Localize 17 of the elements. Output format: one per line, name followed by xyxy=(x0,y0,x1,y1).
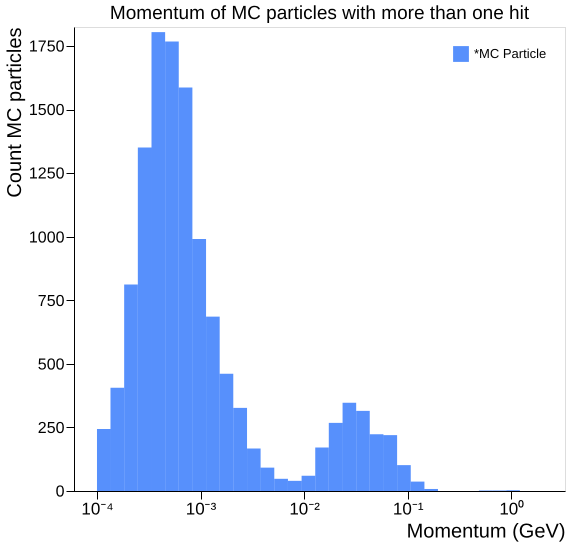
y-tick-label: 250 xyxy=(38,420,65,437)
y-tick-label: 1500 xyxy=(28,102,65,120)
y-tick-label: 500 xyxy=(38,356,65,374)
x-tick-label: 10⁻³ xyxy=(186,500,217,518)
y-tick-label: 1000 xyxy=(28,229,65,246)
y-tick-label: 750 xyxy=(38,292,65,310)
x-tick-label: 10⁻⁴ xyxy=(81,500,114,518)
y-tick-label: 0 xyxy=(56,484,65,500)
legend-label: *MC Particle xyxy=(474,46,546,61)
y-axis-title: Count MC particles xyxy=(4,28,26,198)
x-tick-label: 10⁻¹ xyxy=(392,500,424,518)
chart-title: Momentum of MC particles with more than one hit xyxy=(110,3,530,24)
y-tick-label: 1250 xyxy=(28,166,65,183)
y-tick-label: 1750 xyxy=(28,38,65,56)
x-tick-label: 10⁰ xyxy=(499,500,524,518)
x-axis-title: Momentum (GeV) xyxy=(406,520,566,542)
x-tick-label: 10⁻² xyxy=(289,500,320,518)
